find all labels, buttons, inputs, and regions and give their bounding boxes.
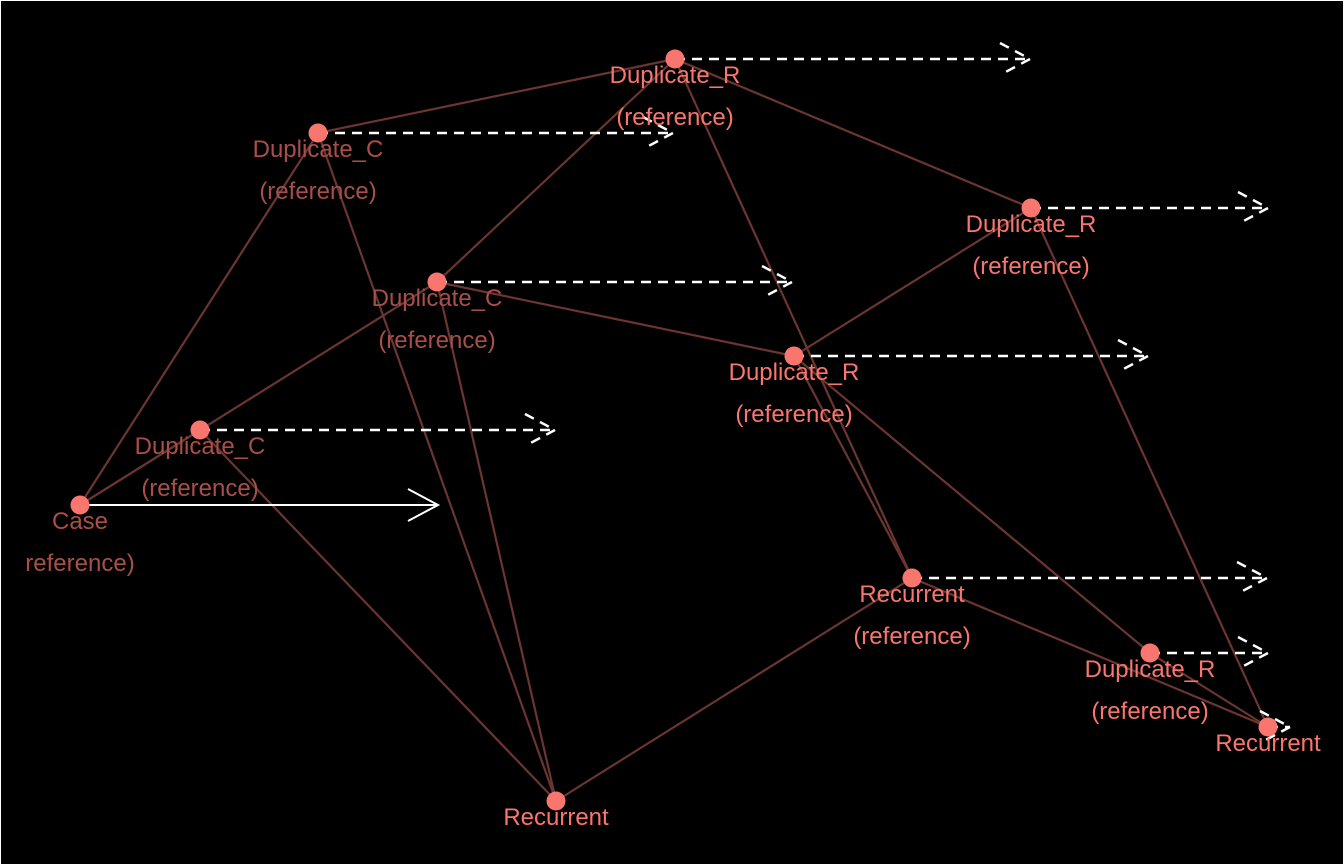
edge-dupr4-rec3 — [1149, 652, 1269, 728]
arrow-dupr3 — [794, 338, 1151, 374]
node-label-rec2: Recurrent — [503, 804, 609, 831]
edge-rec1-rec3 — [911, 576, 1269, 729]
edge-case-dupc3 — [79, 429, 201, 506]
edge-dupc2-dupr3 — [436, 280, 795, 358]
arrow-dupr2 — [1031, 190, 1271, 226]
arrow-dupc3 — [200, 412, 558, 448]
node-label-rec1: Recurrent — [859, 581, 965, 608]
edge-dupr1-dupr2 — [674, 57, 1032, 210]
edge-dupr3-dupr4 — [793, 355, 1151, 654]
node-sublabel-dupr2: (reference) — [972, 253, 1089, 280]
node-label-dupr1: Duplicate_R — [610, 62, 741, 89]
edge-dupr1-rec1 — [673, 58, 914, 579]
arrow-dupc1 — [318, 115, 676, 151]
edge-dupc1-dupr1 — [317, 57, 676, 135]
node-dupc1 — [308, 123, 328, 143]
node-label-case: Case — [52, 508, 108, 535]
node-sublabel-dupc2: (reference) — [378, 327, 495, 354]
node-sublabel-rec1: (reference) — [853, 623, 970, 650]
edge-dupc2-rec2 — [435, 281, 558, 802]
edge-dupc1-rec2 — [316, 132, 558, 802]
node-rec2 — [546, 791, 566, 811]
node-sublabel-dupr3: (reference) — [735, 401, 852, 428]
node-sublabel-case: reference) — [25, 550, 134, 577]
node-sublabel-dupc1: (reference) — [259, 178, 376, 205]
edge-dupc2-dupr1 — [436, 58, 676, 283]
edges-layer — [79, 57, 1270, 802]
edge-case-dupc1 — [79, 132, 319, 506]
node-rec3 — [1258, 717, 1278, 737]
node-dupr2 — [1021, 198, 1041, 218]
node-sublabel-dupr1: (reference) — [616, 104, 733, 131]
edge-dupr2-rec3 — [1029, 207, 1270, 728]
node-label-rec3: Recurrent — [1215, 730, 1321, 757]
arrow-case — [80, 488, 441, 522]
node-label-dupr2: Duplicate_R — [966, 211, 1097, 238]
node-label-dupr3: Duplicate_R — [729, 359, 860, 386]
arrows-layer — [80, 41, 1293, 745]
node-dupr4 — [1140, 643, 1160, 663]
node-dupr3 — [784, 346, 804, 366]
node-label-dupc2: Duplicate_C — [372, 285, 503, 312]
node-case — [70, 495, 90, 515]
nodes-layer — [70, 49, 1278, 811]
node-rec1 — [902, 568, 922, 588]
node-dupr1 — [665, 49, 685, 69]
edge-dupr3-dupr2 — [793, 207, 1032, 357]
edge-rec1-rec2 — [555, 577, 913, 802]
node-dupc2 — [427, 272, 447, 292]
edge-dupr3-rec1 — [793, 355, 913, 579]
labels-layer: Case reference) Duplicate_C (reference) Dupl… — [25, 62, 1321, 831]
arrow-dupc2 — [437, 264, 795, 300]
node-sublabel-dupr4: (reference) — [1091, 698, 1208, 725]
node-sublabel-dupc3: (reference) — [141, 475, 258, 502]
node-label-dupc1: Duplicate_C — [253, 136, 384, 163]
edge-dupc3-rec2 — [199, 429, 557, 802]
arrow-dupr4 — [1150, 635, 1271, 671]
node-dupc3 — [190, 420, 210, 440]
arrow-rec1 — [912, 560, 1270, 596]
node-label-dupc3: Duplicate_C — [135, 433, 266, 460]
node-label-dupr4: Duplicate_R — [1085, 656, 1216, 683]
arrow-dupr1 — [675, 41, 1033, 77]
